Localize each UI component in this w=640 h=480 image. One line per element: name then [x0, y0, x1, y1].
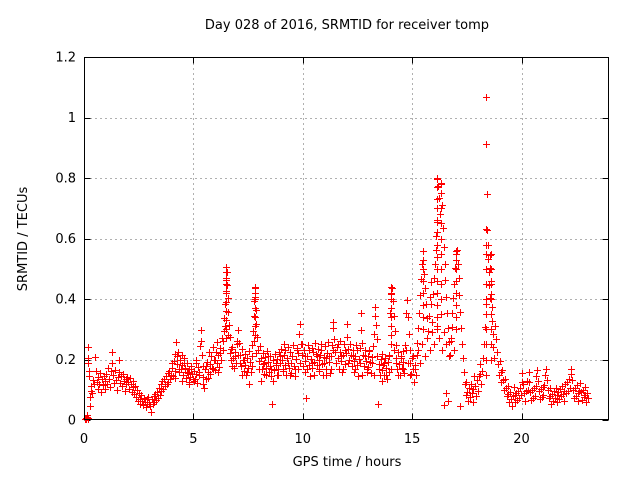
x-tick-label: 15: [404, 432, 421, 447]
y-axis-label: SRMTID / TECUs: [16, 187, 31, 292]
y-tick-label: 1: [68, 111, 76, 126]
x-tick-labels: 0 5 10 15 20: [80, 432, 530, 447]
x-tick-label: 10: [294, 432, 311, 447]
plot-border: [84, 57, 609, 420]
chart-title: Day 028 of 2016, SRMTID for receiver tom…: [205, 18, 489, 33]
y-tick-labels: 0 0.2 0.4 0.6 0.8 1 1.2: [55, 51, 76, 429]
y-tick-label: 0.6: [55, 232, 76, 247]
x-tick-label: 20: [513, 432, 530, 447]
x-tick-label: 0: [80, 432, 88, 447]
y-tick-label: 0.2: [55, 353, 76, 368]
y-tick-label: 0.8: [55, 172, 76, 187]
y-tick-label: 0: [68, 414, 76, 429]
x-axis-label: GPS time / hours: [293, 455, 402, 470]
x-tick-label: 5: [189, 432, 197, 447]
y-tick-label: 1.2: [55, 51, 76, 66]
y-tick-label: 0.4: [55, 293, 76, 308]
